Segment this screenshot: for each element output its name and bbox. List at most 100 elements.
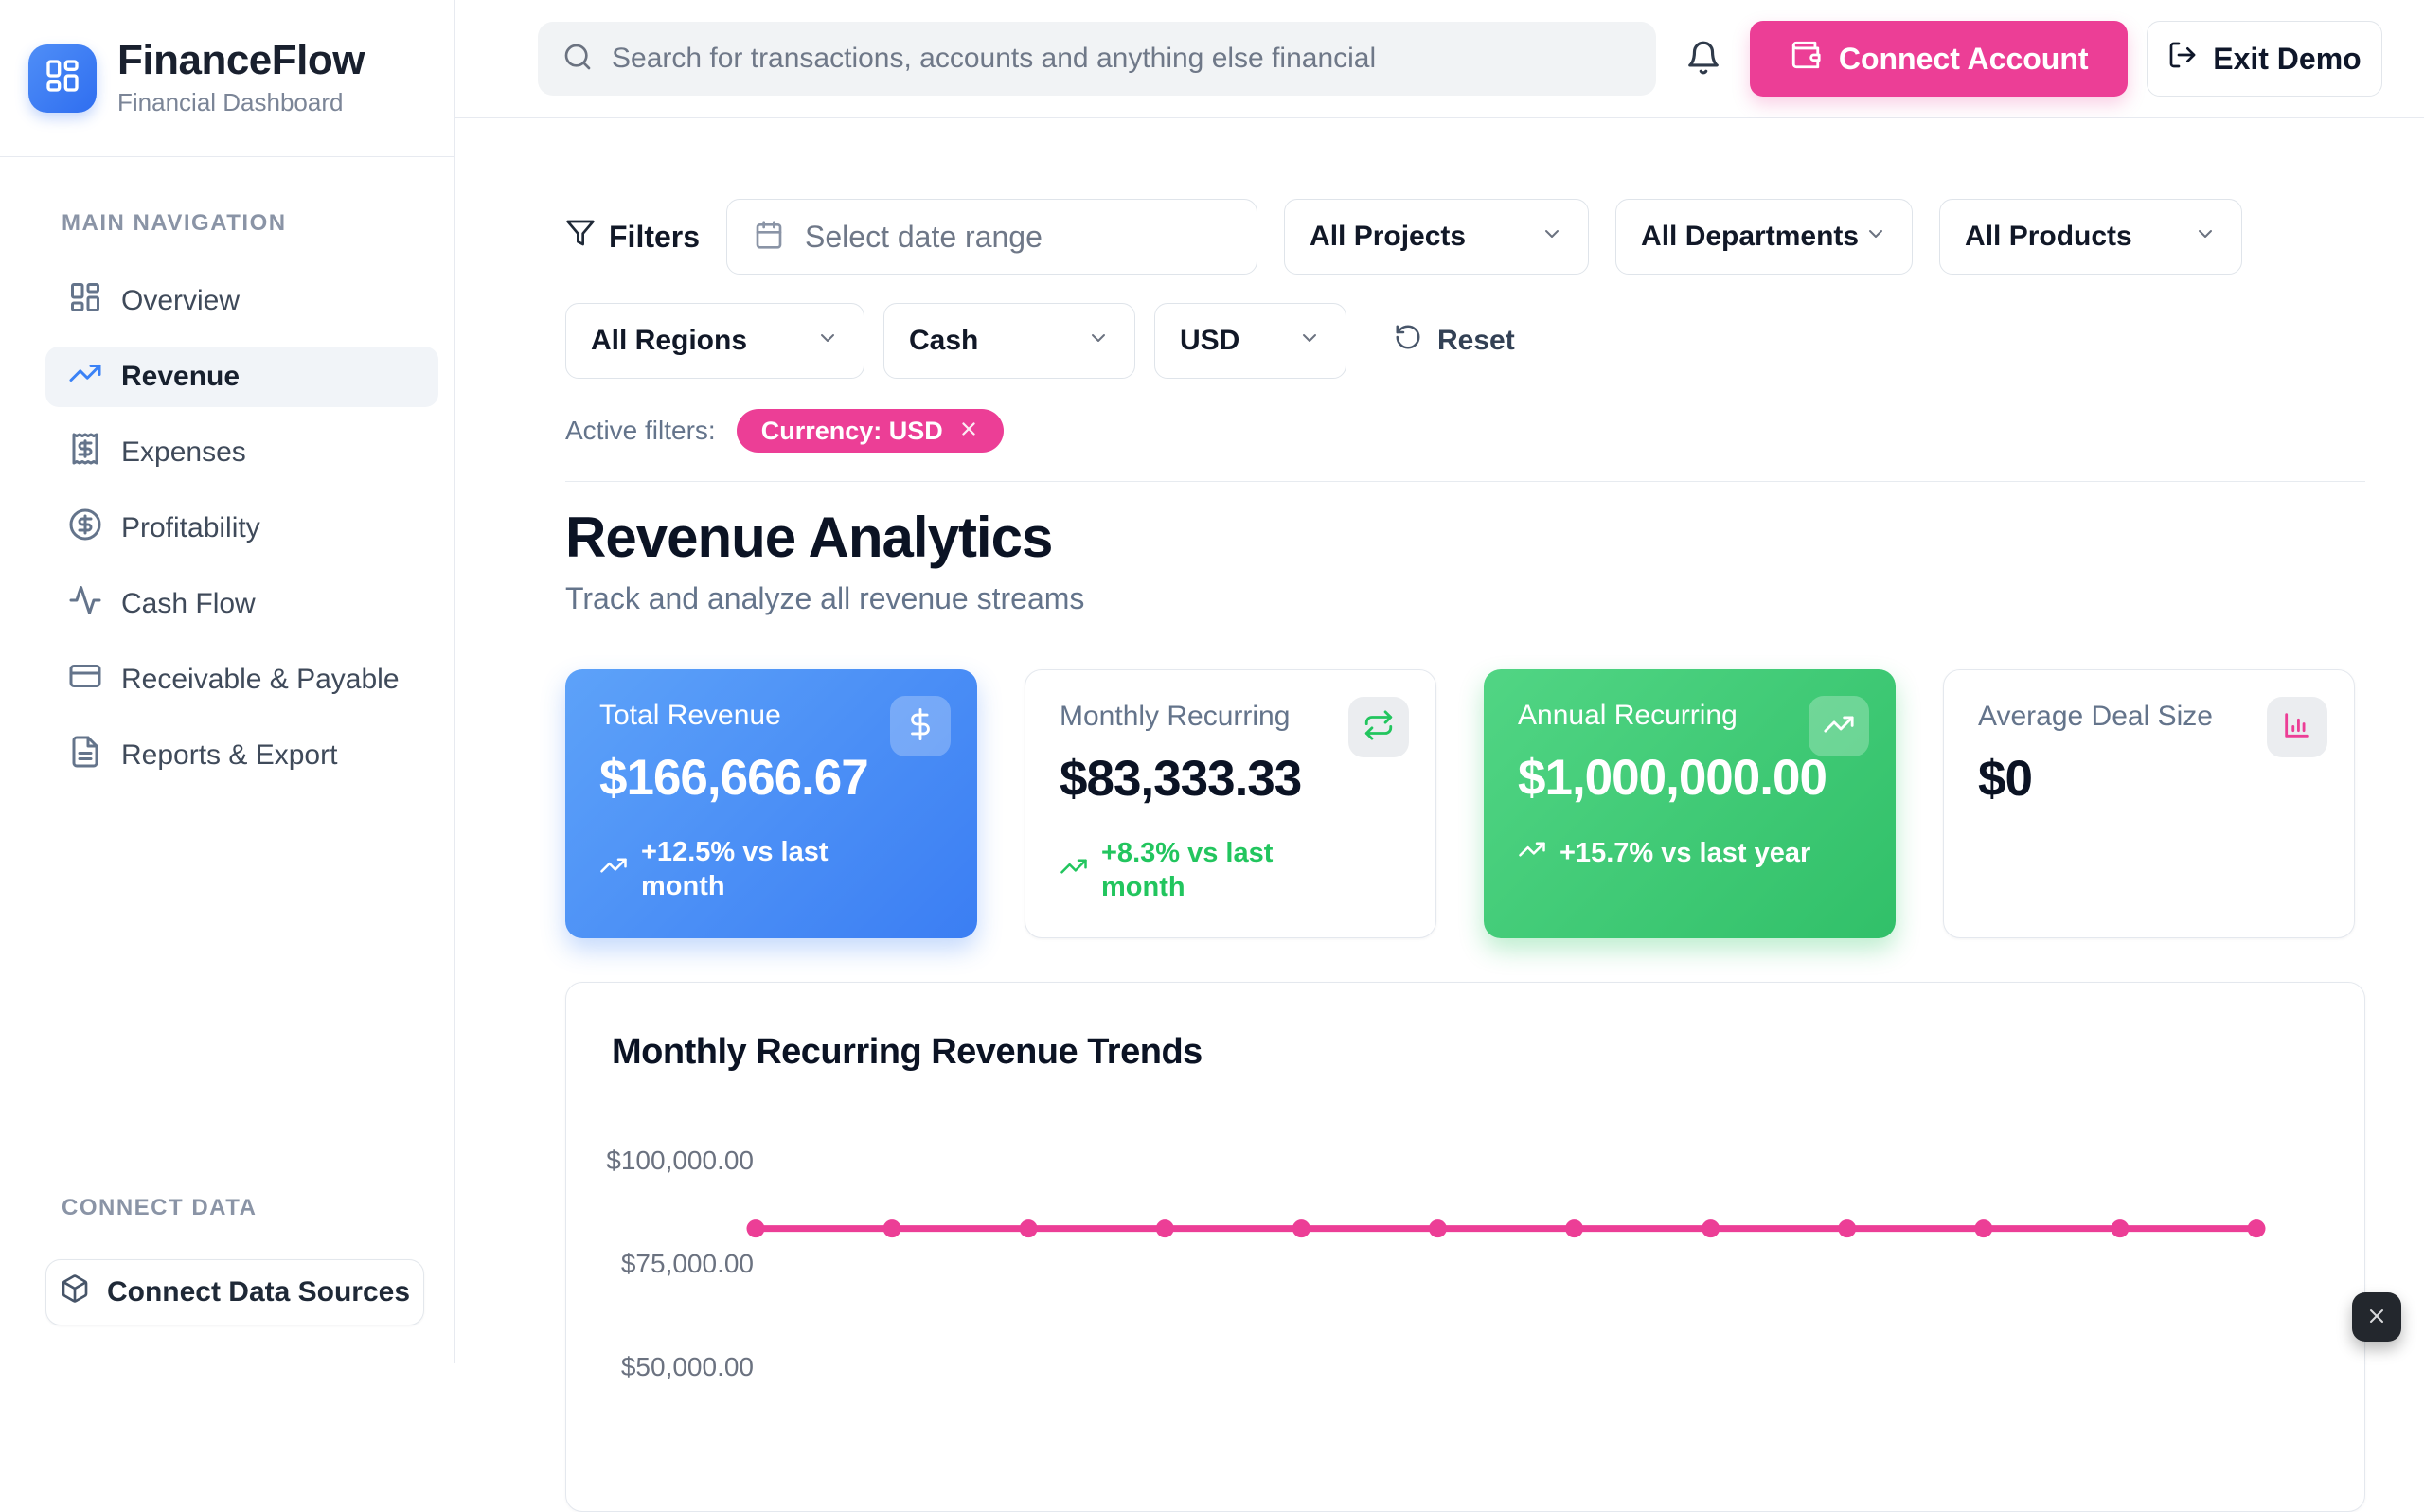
departments-filter-dropdown[interactable]: All Departments [1615,199,1913,275]
kpi-card-total-revenue: Total Revenue $166,666.67 +12.5% vs last… [565,669,977,938]
filters-row-2: All Regions Cash USD Reset [565,303,2365,379]
sidebar-item-label: Cash Flow [121,588,256,620]
log-out-icon [2167,40,2198,78]
sidebar-item-label: Expenses [121,436,246,469]
sidebar-item-cash-flow[interactable]: Cash Flow [45,574,438,634]
chevron-down-icon [1541,221,1563,253]
mrr-data-point[interactable] [1974,1219,1992,1237]
payment-type-filter-value: Cash [909,325,978,357]
brand-text: FinanceFlow Financial Dashboard [117,39,365,117]
regions-filter-dropdown[interactable]: All Regions [565,303,864,379]
departments-filter-value: All Departments [1641,221,1859,253]
mrr-data-point[interactable] [1292,1219,1310,1237]
sidebar-item-label: Reports & Export [121,739,337,772]
filters-label: Filters [609,220,700,255]
activity-icon [68,583,102,625]
section-divider [565,481,2365,482]
sidebar-item-revenue[interactable]: Revenue [45,347,438,407]
mrr-data-point[interactable] [747,1219,765,1237]
mrr-data-point[interactable] [2248,1219,2266,1237]
active-filters-row: Active filters: Currency: USD [565,409,2365,453]
payment-type-filter-dropdown[interactable]: Cash [883,303,1135,379]
app-subtitle: Financial Dashboard [117,88,365,117]
nav-section-label: MAIN NAVIGATION [62,210,438,237]
kpi-card-annual-recurring: Annual Recurring $1,000,000.00 +15.7% vs… [1484,669,1896,938]
date-range-input[interactable] [805,220,1230,255]
trending-up-icon [1823,708,1855,745]
mrr-data-point[interactable] [1156,1219,1174,1237]
connect-data-section-label: CONNECT DATA [62,1195,438,1221]
close-overlay-button[interactable] [2352,1292,2401,1342]
main-content: Filters All Projects All Departments All… [454,118,2424,1363]
connect-data-sources-button[interactable]: Connect Data Sources [45,1259,424,1325]
rotate-ccw-icon [1394,323,1422,359]
notifications-button[interactable] [1675,30,1732,87]
reset-label: Reset [1437,325,1515,357]
exit-demo-label: Exit Demo [2213,42,2361,77]
kpi-value: $0 [1978,750,2320,808]
currency-filter-value: USD [1180,325,1239,357]
products-filter-dropdown[interactable]: All Products [1939,199,2242,275]
mrr-data-point[interactable] [883,1219,901,1237]
sidebar-item-expenses[interactable]: Expenses [45,422,438,483]
calendar-icon [754,220,784,255]
mrr-data-point[interactable] [1020,1219,1038,1237]
mrr-data-point[interactable] [2111,1219,2129,1237]
mrr-data-point[interactable] [1702,1219,1720,1237]
trending-up-icon [599,851,628,887]
date-range-picker[interactable] [726,199,1257,275]
connect-data-sources-label: Connect Data Sources [107,1276,410,1308]
bell-icon [1685,40,1721,79]
y-axis-tick-label: $100,000.00 [606,1146,754,1175]
regions-filter-value: All Regions [591,325,747,357]
reset-filters-button[interactable]: Reset [1394,323,1515,359]
kpi-cards-row: Total Revenue $166,666.67 +12.5% vs last… [565,669,2365,938]
kpi-icon-tile [2267,697,2327,757]
mrr-data-point[interactable] [1429,1219,1447,1237]
app-logo [28,44,97,113]
sidebar-item-label: Revenue [121,361,240,393]
kpi-delta: +12.5% vs last month [599,835,943,904]
currency-filter-dropdown[interactable]: USD [1154,303,1346,379]
mrr-data-point[interactable] [1565,1219,1583,1237]
credit-card-icon [68,659,102,701]
sidebar-item-reports-export[interactable]: Reports & Export [45,725,438,786]
trending-up-icon [68,356,102,398]
projects-filter-dropdown[interactable]: All Projects [1284,199,1589,275]
mrr-data-point[interactable] [1838,1219,1856,1237]
exit-demo-button[interactable]: Exit Demo [2147,21,2382,97]
chevron-down-icon [816,325,839,357]
currency-chip-label: Currency: USD [761,417,943,446]
kpi-value: $166,666.67 [599,749,943,807]
filters-row-1: Filters All Projects All Departments All… [565,199,2365,275]
kpi-icon-tile [1809,696,1869,756]
chevron-down-icon [1298,325,1321,357]
sidebar: FinanceFlow Financial Dashboard MAIN NAV… [0,0,454,1363]
connect-account-button[interactable]: Connect Account [1750,21,2127,97]
kpi-icon-tile [1348,697,1409,757]
kpi-card-monthly-recurring: Monthly Recurring $83,333.33 +8.3% vs la… [1025,669,1436,938]
currency-filter-chip[interactable]: Currency: USD [737,409,1004,453]
close-icon[interactable] [958,417,979,446]
search-icon [562,42,593,77]
sidebar-item-receivable-payable[interactable]: Receivable & Payable [45,649,438,710]
chevron-down-icon [1864,221,1887,253]
page-title: Revenue Analytics [565,505,2365,570]
trending-up-icon [1518,835,1546,871]
bar-chart-icon [2281,709,2313,746]
global-search[interactable] [538,22,1656,96]
mrr-trends-chart-card: Monthly Recurring Revenue Trends $100,00… [565,982,2365,1512]
nav-spacer [45,801,438,1195]
top-bar: Connect Account Exit Demo [454,0,2424,118]
funnel-icon [565,218,596,256]
app-title: FinanceFlow [117,39,365,82]
active-filters-label: Active filters: [565,416,716,446]
y-axis-tick-label: $50,000.00 [621,1352,754,1381]
trending-up-icon [1060,852,1088,888]
filters-title: Filters [565,218,700,256]
kpi-delta-text: +12.5% vs last month [641,835,878,904]
search-input[interactable] [612,43,1631,75]
sidebar-item-profitability[interactable]: Profitability [45,498,438,559]
sidebar-item-overview[interactable]: Overview [45,271,438,331]
brand-header: FinanceFlow Financial Dashboard [0,0,454,157]
